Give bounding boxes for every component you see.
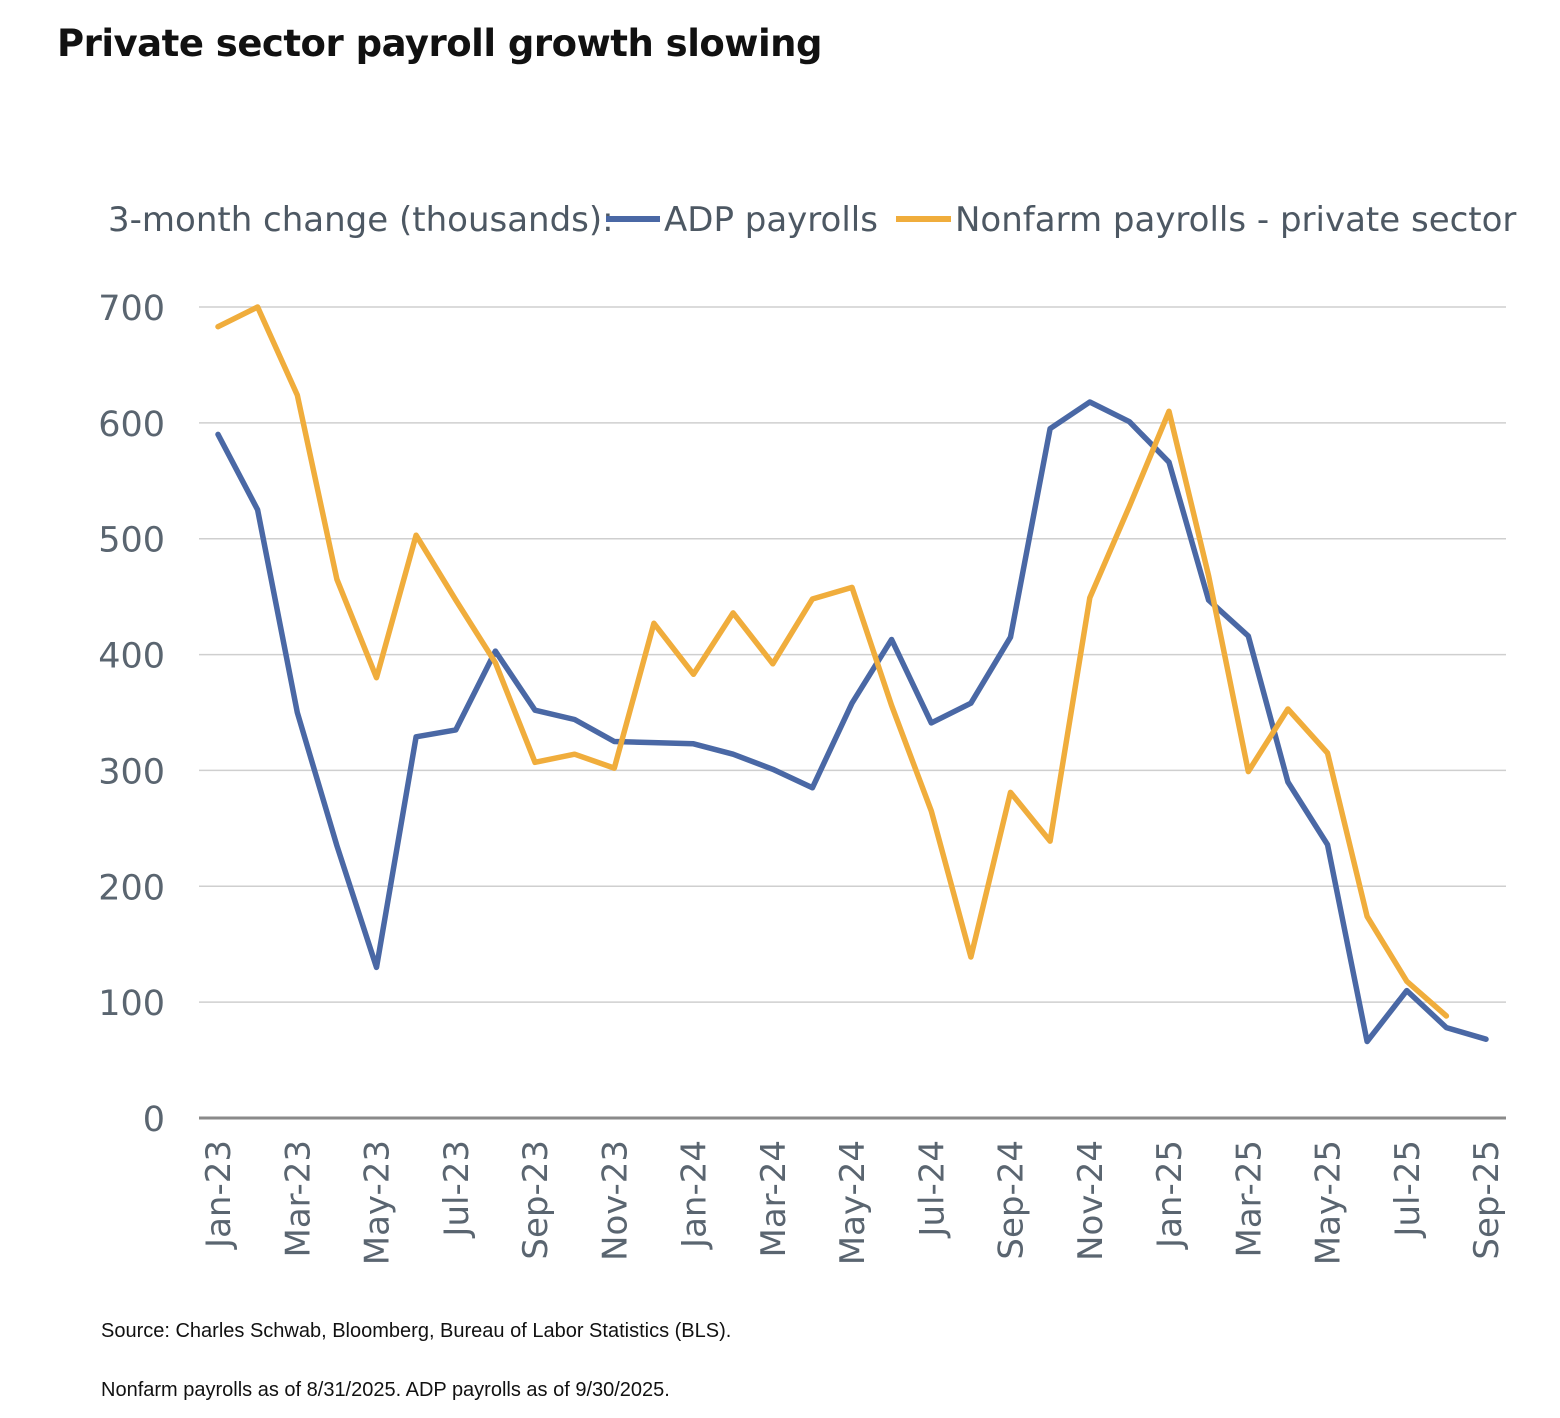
as-of-note: Nonfarm payrolls as of 8/31/2025. ADP pa… bbox=[101, 1379, 670, 1401]
gridlines bbox=[199, 306, 1506, 1120]
y-tick-label: 600 bbox=[98, 405, 165, 445]
y-tick-label: 200 bbox=[98, 868, 165, 908]
x-tick-label: Nov-24 bbox=[1071, 1140, 1111, 1261]
chart-title: Private sector payroll growth slowing bbox=[57, 22, 823, 65]
series-line-nonfarm bbox=[215, 304, 1450, 1019]
x-tick-label: Jul-25 bbox=[1388, 1140, 1428, 1239]
y-tick-label: 300 bbox=[98, 752, 165, 792]
x-axis-ticks: Jan-23 Mar-23 May-23 Jul-23 Sep-23 Nov-23 Jan-… bbox=[199, 1140, 1507, 1265]
x-tick-label: Nov-23 bbox=[595, 1140, 635, 1261]
legend: 3-month change (thousands): ADP payrolls… bbox=[108, 200, 1516, 240]
legend-label-adp: ADP payrolls bbox=[664, 200, 878, 240]
legend-title: 3-month change (thousands): bbox=[108, 200, 614, 240]
x-tick-label: Jul-23 bbox=[437, 1140, 477, 1239]
x-tick-label: Jan-23 bbox=[199, 1140, 239, 1250]
y-tick-label: 700 bbox=[98, 289, 165, 329]
x-tick-label: Sep-25 bbox=[1467, 1140, 1507, 1260]
x-tick-label: Sep-23 bbox=[516, 1140, 556, 1260]
x-tick-label: Jan-25 bbox=[1150, 1140, 1190, 1250]
x-tick-label: Jan-24 bbox=[675, 1140, 715, 1250]
x-tick-label: Jul-24 bbox=[912, 1140, 952, 1239]
x-tick-label: May-23 bbox=[358, 1140, 398, 1265]
legend-label-nonfarm: Nonfarm payrolls - private sector bbox=[955, 200, 1516, 240]
source-note: Source: Charles Schwab, Bloomberg, Burea… bbox=[101, 1320, 732, 1342]
x-tick-label: Mar-25 bbox=[1229, 1140, 1269, 1258]
y-tick-label: 0 bbox=[143, 1100, 165, 1140]
x-tick-label: May-24 bbox=[833, 1140, 873, 1265]
x-tick-label: Mar-24 bbox=[754, 1140, 794, 1258]
y-axis-ticks: 0 100 200 300 400 500 600 700 bbox=[98, 289, 165, 1140]
series-lines bbox=[215, 304, 1489, 1045]
y-tick-label: 100 bbox=[98, 984, 165, 1024]
y-tick-label: 500 bbox=[98, 521, 165, 561]
x-tick-label: Sep-24 bbox=[992, 1140, 1032, 1260]
y-tick-label: 400 bbox=[98, 637, 165, 677]
x-tick-label: Mar-23 bbox=[278, 1140, 318, 1258]
x-tick-label: May-25 bbox=[1309, 1140, 1349, 1265]
